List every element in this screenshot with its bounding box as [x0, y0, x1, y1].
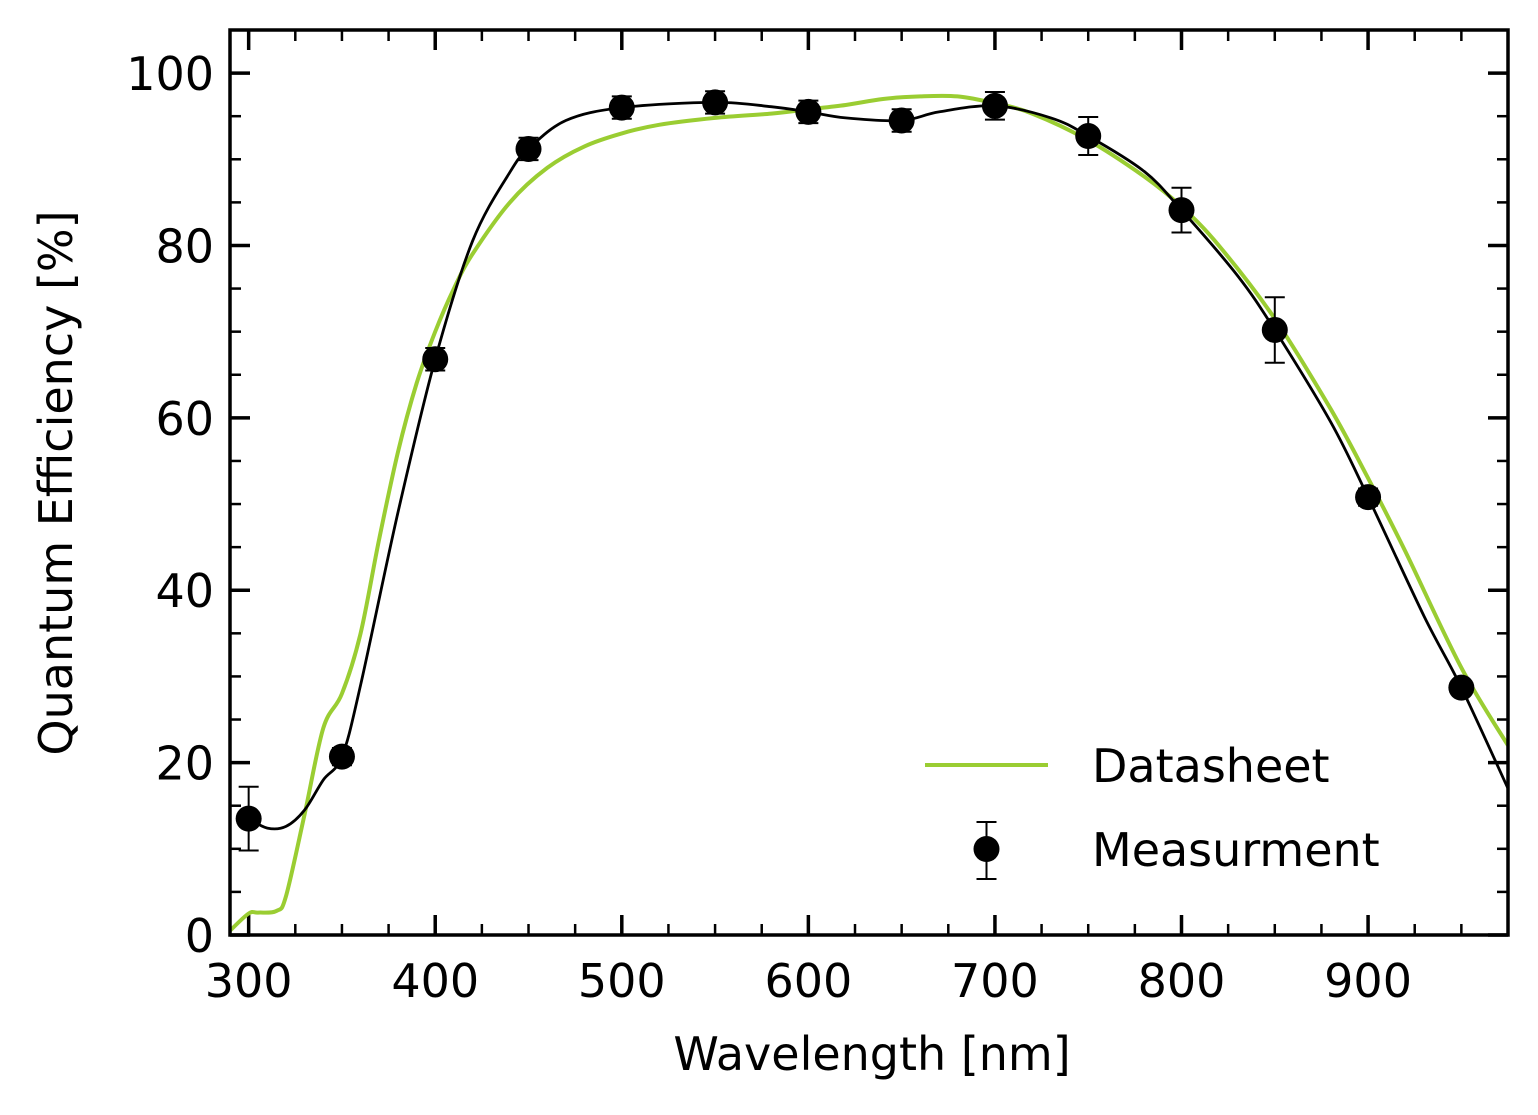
x-tick-label: 900 [1324, 954, 1412, 1008]
x-tick-label: 800 [1138, 954, 1226, 1008]
measurement-point [795, 98, 822, 125]
measurement-point [1355, 484, 1382, 511]
legend: Datasheet Measurment [925, 739, 1380, 880]
measurement-point [422, 346, 449, 373]
datasheet-line [230, 93, 1508, 933]
y-tick-label: 100 [126, 47, 214, 101]
measurement-point [981, 92, 1008, 119]
axis-ticks [230, 28, 1510, 937]
legend-measurement-marker [973, 836, 1000, 862]
x-tick-label: 700 [951, 954, 1039, 1008]
y-tick-label: 80 [155, 219, 214, 273]
x-tick-label: 600 [764, 954, 852, 1008]
measurement-series [235, 89, 1475, 852]
measurement-point [328, 743, 355, 770]
measurement-fit-series [248, 100, 1508, 831]
x-axis-label: Wavelength [nm] [673, 1027, 1070, 1081]
y-axis-label: Quantum Efficiency [%] [29, 210, 83, 755]
y-tick-label: 0 [185, 909, 214, 963]
measurement-fit-line [248, 100, 1508, 831]
measurement-point [608, 94, 635, 121]
y-tick-label: 60 [155, 392, 214, 446]
x-tick-label: 300 [205, 954, 293, 1008]
measurement-point [1448, 674, 1475, 701]
axis-tick-labels: 300 400 500 600 700 800 900 0 20 40 60 80 100 [126, 47, 1412, 1008]
measurement-point [1168, 197, 1195, 224]
legend-measurement-label: Measurment [1092, 823, 1380, 877]
x-tick-label: 400 [391, 954, 479, 1008]
measurement-point [1261, 316, 1288, 343]
measurement-point [1075, 123, 1102, 150]
measurement-point [515, 135, 542, 162]
plot-frame [228, 28, 1510, 937]
measurement-point [235, 805, 262, 832]
measurement-point [888, 107, 915, 134]
y-tick-label: 20 [155, 737, 214, 791]
measurement-point [702, 89, 729, 116]
datasheet-series [230, 93, 1508, 933]
x-tick-label: 500 [578, 954, 666, 1008]
y-tick-label: 40 [155, 564, 214, 618]
legend-datasheet-label: Datasheet [1092, 739, 1330, 793]
